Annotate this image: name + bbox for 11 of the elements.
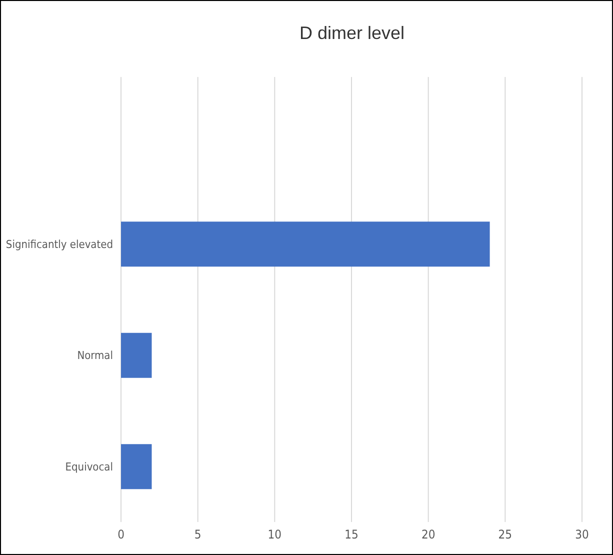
y-tick-label: Significantly elevated <box>6 238 113 251</box>
x-tick-label: 10 <box>268 528 282 542</box>
x-tick-label: 30 <box>575 528 589 542</box>
x-tick-label: 20 <box>421 528 436 542</box>
y-tick-label: Equivocal <box>65 460 113 474</box>
x-tick-label: 15 <box>344 528 358 542</box>
x-tick-label: 0 <box>118 528 125 542</box>
x-tick-label: 5 <box>194 528 202 542</box>
chart-title: D dimer level <box>298 23 406 44</box>
y-tick-label: Normal <box>77 349 113 362</box>
x-tick-label: 25 <box>498 528 512 542</box>
